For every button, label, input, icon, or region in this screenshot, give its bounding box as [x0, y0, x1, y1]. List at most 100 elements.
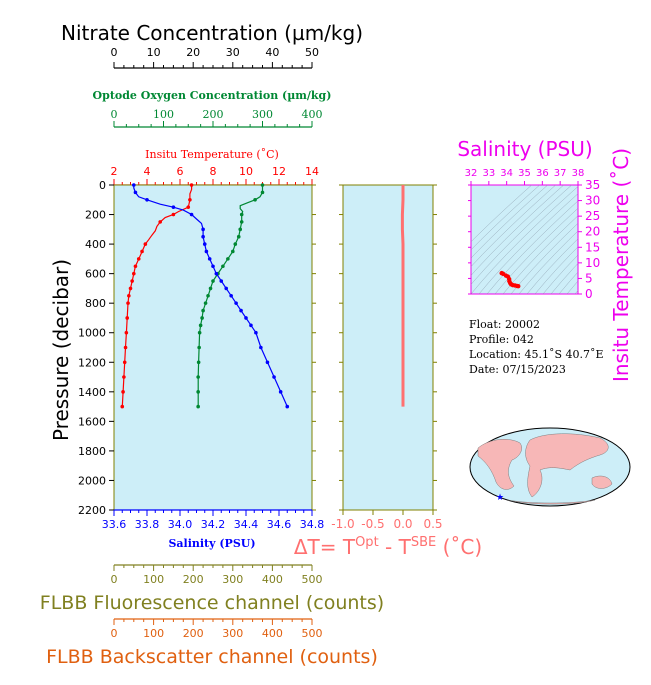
- salinity-tick-label: 34.0: [168, 518, 193, 531]
- temperature-tick-label: 4: [144, 165, 151, 178]
- salinity-point: [265, 360, 270, 365]
- pressure-tick-label: 1200: [78, 356, 106, 369]
- temperature-point: [133, 264, 138, 269]
- temperature-point: [188, 197, 192, 202]
- density-contour: [542, 254, 578, 294]
- density-contour: [526, 238, 578, 294]
- pressure-tick-label: 1400: [78, 386, 106, 399]
- salinity-point: [244, 316, 248, 320]
- pressure-tick-label: 600: [85, 268, 106, 281]
- salinity-point: [219, 279, 224, 283]
- temperature-axis-title: Insitu Temperature (˚C): [145, 148, 279, 161]
- fluorescence-axis: 0 100 200 300 400 500: [111, 564, 323, 586]
- ts-series: [499, 270, 521, 289]
- profile-panel: [113, 184, 313, 511]
- ts-point: [516, 284, 521, 289]
- temperature-point: [124, 330, 129, 335]
- deltaT-tick-label: 0.0: [393, 517, 412, 531]
- density-contour: [502, 215, 578, 294]
- temperature-tick-label: 6: [177, 165, 184, 178]
- salinity-point: [214, 271, 219, 276]
- nitrate-tick-label: 0: [111, 46, 118, 59]
- deltaT-tick-label: 0.5: [423, 517, 442, 531]
- oxygen-point: [196, 360, 201, 365]
- salinity-point: [132, 183, 136, 187]
- salinity-point: [285, 404, 290, 409]
- temperature-tick-label: 10: [239, 165, 253, 178]
- oxygen-tick-label: 0: [111, 108, 118, 121]
- fluorescence-tick-label: 300: [222, 573, 243, 586]
- backscatter-tick-label: 100: [143, 627, 164, 640]
- density-contour: [471, 185, 564, 276]
- oxygen-point: [226, 257, 230, 261]
- ts-salinity-title: Salinity (PSU): [457, 137, 592, 161]
- salinity-tick-label: 34.2: [201, 518, 226, 531]
- deltaT-axis-title: ΔT= TOpt - TSBE (˚C): [294, 535, 482, 559]
- temperature-point: [132, 271, 136, 276]
- salinity-point: [207, 257, 212, 261]
- ts-xtick-label: 37: [554, 168, 567, 179]
- density-contour: [471, 185, 532, 243]
- oxygen-point: [236, 234, 241, 239]
- salinity-point: [202, 242, 207, 246]
- salinity-point: [229, 293, 233, 298]
- ts-ytick-label: 35: [585, 178, 600, 192]
- salinity-tick-label: 33.6: [102, 518, 127, 531]
- ts-density-contours: [471, 185, 578, 294]
- pressure-tick-label: 1800: [78, 445, 106, 458]
- salinity-point: [145, 197, 149, 202]
- pressure-tick-label: 2000: [78, 474, 106, 487]
- oxygen-point: [260, 190, 265, 195]
- salinity-point: [189, 212, 194, 217]
- oxygen-point: [201, 308, 205, 313]
- pressure-tick-label: 800: [85, 297, 106, 310]
- nitrate-tick-label: 20: [186, 46, 200, 59]
- salinity-point: [272, 375, 276, 379]
- temperature-point: [186, 205, 191, 209]
- salinity-point: [254, 330, 258, 335]
- profile-series: [120, 183, 290, 409]
- nitrate-tick-label: 40: [265, 46, 279, 59]
- oxygen-point: [233, 242, 238, 246]
- oxygen-point: [196, 390, 200, 394]
- temperature-tick-label: 2: [111, 165, 118, 178]
- temperature-point: [122, 360, 127, 365]
- deltaT-tick-label: -0.5: [361, 517, 384, 531]
- fluorescence-tick-label: 400: [262, 573, 283, 586]
- fluorescence-tick-label: 100: [143, 573, 164, 586]
- salinity-point: [171, 205, 176, 209]
- info-location: Location: 45.1˚S 40.7˚E: [469, 348, 604, 361]
- salinity-point: [239, 308, 243, 313]
- ts-ytick-label: 20: [585, 225, 600, 239]
- density-contour: [550, 263, 578, 294]
- ts-temperature-title: Insitu Temperature (˚C): [609, 148, 633, 382]
- oxygen-point: [200, 316, 204, 320]
- oxygen-point: [196, 404, 200, 409]
- ts-ytick-label: 15: [585, 240, 600, 254]
- ts-xtick-label: 35: [518, 168, 531, 179]
- temperature-point: [126, 301, 130, 305]
- oxygen-point: [260, 183, 265, 187]
- salinity-point: [211, 264, 215, 269]
- oxygen-axis: 0 100 200 300 400: [111, 108, 323, 128]
- salinity-point: [133, 190, 138, 195]
- salinity-tick-label: 34.6: [267, 518, 292, 531]
- info-float: Float: 20002: [469, 318, 540, 331]
- oxygen-point: [208, 286, 213, 291]
- oxygen-point: [231, 249, 235, 254]
- deltaT-line: [400, 185, 405, 407]
- salinity-point: [201, 234, 205, 239]
- deltaT-panel: [342, 184, 434, 511]
- info-profile: Profile: 042: [469, 333, 534, 346]
- pressure-tick-label: 2200: [78, 504, 106, 517]
- density-contour: [518, 230, 578, 294]
- salinity-point: [278, 390, 283, 394]
- salinity-axis: 33.6 33.8 34.0 34.2 34.4 34.6 34.8: [102, 509, 324, 531]
- oxygen-axis-title: Optode Oxygen Concentration (µm/kg): [93, 89, 332, 102]
- temperature-axis: 2 4 6 8 10 12 14: [111, 165, 319, 186]
- world-map: ★: [469, 427, 631, 507]
- backscatter-tick-label: 300: [222, 627, 243, 640]
- salinity-point: [234, 301, 238, 305]
- ts-ytick-label: 5: [585, 271, 593, 285]
- temperature-tick-label: 8: [210, 165, 217, 178]
